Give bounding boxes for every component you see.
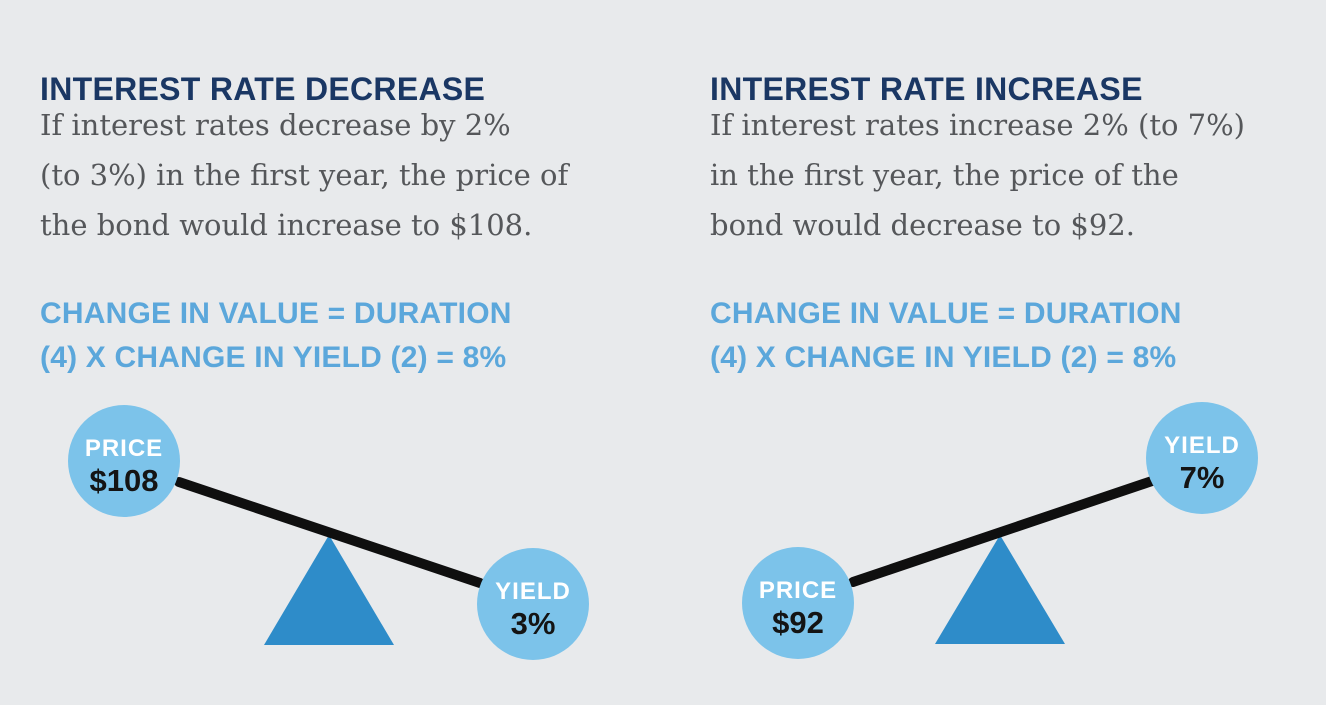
formula-text: CHANGE IN VALUE = DURATION (4) X CHANGE … — [710, 292, 1182, 380]
seesaw-beam — [174, 477, 485, 588]
panel-interest-rate-increase: INTEREST RATE INCREASE If interest rates… — [710, 0, 1326, 705]
yield-bubble-label: YIELD — [1164, 432, 1240, 459]
body-line: in the first year, the price of the — [710, 158, 1179, 192]
price-bubble-label: PRICE — [759, 577, 837, 604]
body-line: If interest rates increase 2% (to 7%) — [710, 108, 1245, 142]
panel-body-text: If interest rates decrease by 2% (to 3%)… — [40, 100, 568, 250]
price-bubble-label: PRICE — [85, 435, 163, 462]
price-bubble — [68, 405, 180, 517]
seesaw-diagram-price-up: PRICE $108 YIELD 3% — [68, 405, 589, 660]
panel-heading: INTEREST RATE DECREASE — [40, 71, 486, 108]
price-bubble — [742, 547, 854, 659]
formula-line: (4) X CHANGE IN YIELD (2) = 8% — [710, 341, 1177, 374]
panel-body-text: If interest rates increase 2% (to 7%) in… — [710, 100, 1245, 250]
formula-line: CHANGE IN VALUE = DURATION — [710, 297, 1182, 330]
body-line: the bond would increase to $108. — [40, 208, 533, 242]
yield-bubble — [477, 548, 589, 660]
formula-text: CHANGE IN VALUE = DURATION (4) X CHANGE … — [40, 292, 512, 380]
body-line: If interest rates decrease by 2% — [40, 108, 511, 142]
body-line: bond would decrease to $92. — [710, 208, 1135, 242]
yield-bubble-label: YIELD — [495, 578, 571, 605]
price-bubble-value: $92 — [772, 605, 824, 640]
panel-heading: INTEREST RATE INCREASE — [710, 71, 1143, 108]
formula-line: (4) X CHANGE IN YIELD (2) = 8% — [40, 341, 507, 374]
yield-bubble-value: 7% — [1180, 460, 1225, 495]
fulcrum-triangle-icon — [264, 535, 394, 645]
formula-line: CHANGE IN VALUE = DURATION — [40, 297, 512, 330]
seesaw-beam — [848, 476, 1157, 587]
yield-bubble — [1146, 402, 1258, 514]
price-bubble-value: $108 — [90, 463, 159, 498]
fulcrum-triangle-icon — [935, 535, 1065, 644]
yield-bubble-value: 3% — [511, 606, 556, 641]
body-line: (to 3%) in the first year, the price of — [40, 158, 569, 192]
panel-interest-rate-decrease: INTEREST RATE DECREASE If interest rates… — [40, 0, 660, 705]
seesaw-diagram-yield-up: PRICE $92 YIELD 7% — [742, 402, 1258, 659]
